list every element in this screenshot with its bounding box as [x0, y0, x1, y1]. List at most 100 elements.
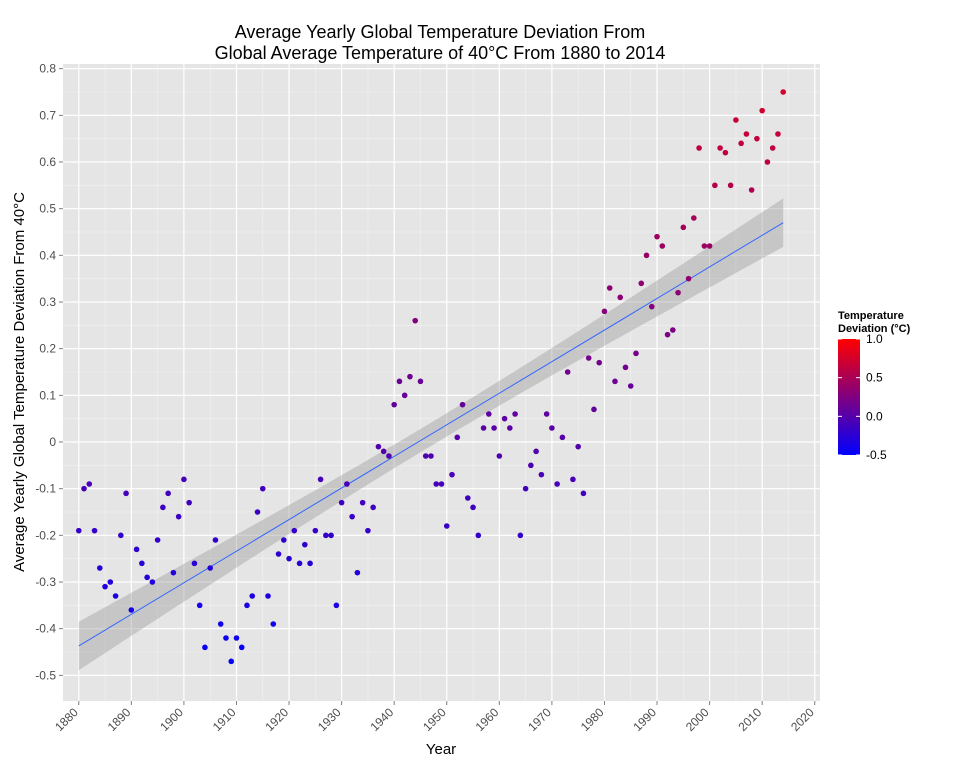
data-point: [307, 560, 313, 567]
data-point: [386, 453, 392, 459]
data-point: [338, 499, 345, 506]
data-point: [722, 149, 729, 156]
data-point: [743, 131, 750, 137]
data-point: [617, 294, 624, 301]
data-point: [328, 532, 334, 539]
data-point: [228, 658, 235, 665]
y-tick-label: 0.2: [39, 342, 56, 356]
data-point: [375, 443, 382, 450]
x-tick-label: 1880: [52, 705, 81, 734]
data-point: [91, 527, 98, 534]
data-point: [417, 378, 424, 385]
data-point: [564, 369, 571, 375]
data-point: [354, 569, 361, 576]
legend-title-line-2: Deviation (°C): [838, 323, 911, 335]
data-point: [317, 476, 324, 483]
data-point: [359, 499, 366, 506]
data-point: [344, 481, 350, 487]
x-tick-label: 1960: [473, 705, 502, 734]
data-point: [217, 621, 224, 627]
data-point: [512, 411, 518, 417]
x-tick-label: 1900: [157, 705, 186, 734]
data-point: [254, 509, 261, 515]
data-point: [501, 415, 508, 422]
data-point: [712, 182, 718, 189]
data-point: [580, 490, 587, 497]
data-point: [181, 476, 187, 483]
data-point: [81, 485, 87, 492]
data-point: [207, 565, 213, 571]
x-tick-label: 2000: [683, 705, 712, 734]
data-point: [302, 541, 308, 548]
data-point: [727, 182, 734, 189]
data-point: [123, 490, 129, 497]
y-axis-title: Average Yearly Global Temperature Deviat…: [11, 192, 28, 572]
data-point: [538, 471, 545, 478]
y-tick-label: -0.4: [35, 622, 56, 636]
data-point: [480, 425, 487, 431]
data-point: [517, 532, 524, 539]
x-tick-label: 1980: [578, 705, 607, 734]
data-point: [680, 224, 687, 231]
data-point: [585, 355, 592, 361]
data-point: [522, 485, 529, 492]
y-tick-label: -0.2: [35, 528, 56, 542]
data-point: [422, 453, 429, 459]
x-tick-label: 1970: [525, 705, 554, 734]
data-point: [249, 593, 256, 599]
data-point: [664, 331, 671, 338]
data-point: [449, 471, 455, 478]
data-point: [701, 243, 708, 249]
data-point: [648, 303, 655, 310]
data-point: [160, 504, 166, 511]
data-point: [244, 602, 250, 609]
data-point: [754, 135, 760, 142]
y-tick-label: 0.5: [39, 202, 56, 216]
x-tick-label: 1920: [262, 705, 291, 734]
plot-panel: [63, 64, 820, 701]
data-point: [706, 243, 713, 249]
data-point: [454, 434, 461, 441]
data-point: [186, 499, 192, 506]
data-point: [270, 621, 277, 627]
data-point: [438, 481, 445, 487]
data-points: [75, 89, 787, 665]
data-point: [780, 89, 787, 95]
data-point: [396, 378, 403, 385]
legend-tick-label: -0.5: [866, 448, 887, 462]
x-tick-label: 1950: [420, 705, 449, 734]
data-point: [407, 373, 413, 380]
y-tick-label: 0.6: [39, 155, 56, 169]
data-point: [139, 560, 145, 567]
data-point: [154, 537, 161, 543]
data-point: [627, 383, 634, 389]
data-point: [291, 527, 298, 534]
data-point: [738, 140, 744, 147]
chart-title-line-1: Average Yearly Global Temperature Deviat…: [235, 22, 646, 42]
x-tick-label: 1940: [368, 705, 397, 734]
data-point: [401, 392, 408, 399]
data-point: [691, 215, 697, 221]
data-point: [412, 317, 419, 324]
x-tick-label: 1990: [630, 705, 659, 734]
data-point: [370, 504, 376, 511]
legend: Temperature Deviation (°C) 1.0 0.5 0.0 -0.5: [838, 310, 911, 462]
y-tick-label: -0.1: [35, 482, 56, 496]
data-point: [202, 644, 208, 651]
data-point: [775, 131, 781, 137]
data-point: [601, 308, 608, 315]
y-axis: 0.8 0.7 0.6 0.5 0.4 0.3 0.2 0.1 0 -0.1 -0.2 -0.3 -0.…: [35, 62, 63, 682]
data-point: [475, 532, 482, 539]
data-point: [507, 425, 513, 431]
data-point: [96, 565, 103, 571]
x-axis-title: Year: [426, 741, 456, 758]
legend-colorbar: [838, 339, 860, 455]
data-point: [717, 145, 723, 151]
major-gridlines: [63, 64, 820, 701]
data-point: [533, 448, 539, 455]
data-point: [575, 443, 581, 450]
x-tick-label: 1930: [315, 705, 344, 734]
data-point: [191, 560, 198, 567]
data-point: [496, 453, 503, 459]
